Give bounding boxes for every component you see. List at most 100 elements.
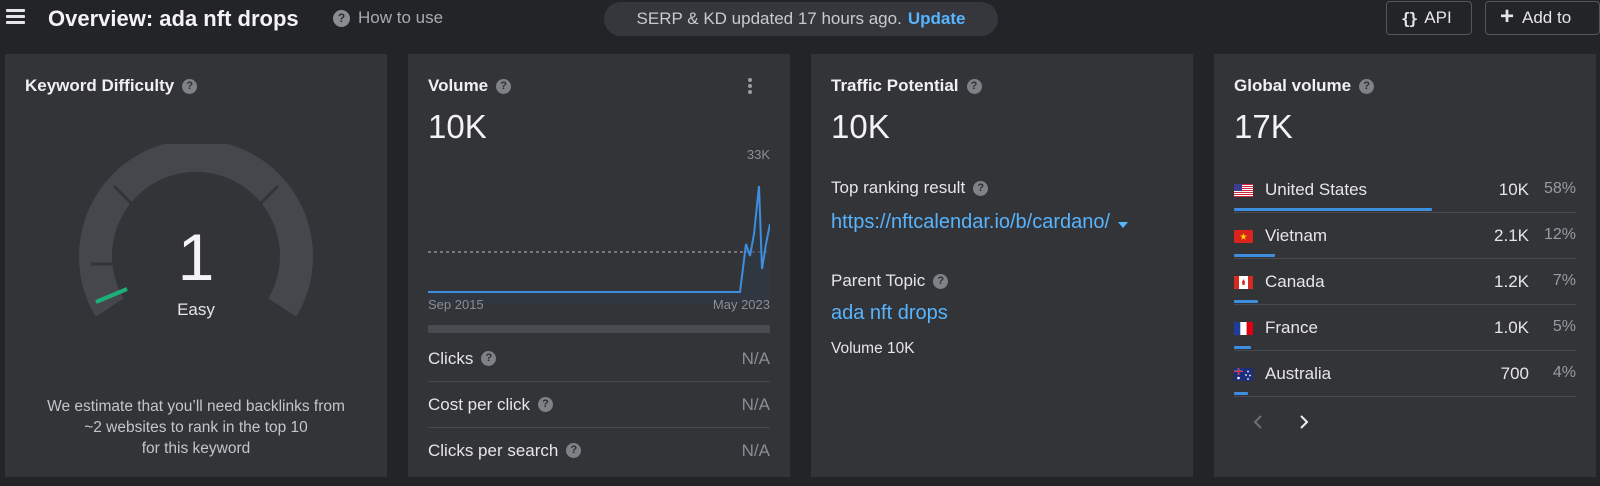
divider bbox=[1234, 396, 1576, 397]
country-name: Vietnam bbox=[1265, 226, 1328, 245]
country-name: France bbox=[1265, 318, 1318, 337]
clicks-label: Clicks bbox=[428, 348, 474, 368]
volume-card: Volume ? 10K 33K Sep 2015 May 2023 Click… bbox=[408, 54, 790, 477]
kd-score-indicator bbox=[95, 287, 128, 304]
cps-row: Clicks per search? N/A bbox=[428, 428, 770, 473]
how-to-use-label: How to use bbox=[358, 8, 444, 27]
country-percent: 5% bbox=[1552, 318, 1576, 335]
country-share-bar bbox=[1234, 208, 1432, 211]
tp-help-icon[interactable]: ? bbox=[966, 78, 982, 94]
top-ranking-label: Top ranking result ? bbox=[831, 178, 989, 198]
divider bbox=[1234, 258, 1576, 259]
how-to-use-link[interactable]: ? How to use bbox=[333, 8, 443, 28]
add-to-button-label: Add to bbox=[1522, 8, 1572, 27]
australia-flag-icon bbox=[1234, 368, 1253, 381]
top-bar: Overview: ada nft drops ? How to use SER… bbox=[0, 0, 1600, 38]
tp-value: 10K bbox=[831, 108, 890, 145]
cpc-label: Cost per click bbox=[428, 394, 531, 414]
country-volume: 1.0K bbox=[1494, 318, 1529, 337]
kd-gauge bbox=[79, 144, 313, 317]
country-percent: 12% bbox=[1543, 226, 1576, 243]
volume-title-label: Volume bbox=[428, 76, 489, 95]
top-ranking-url-link[interactable]: https://nftcalendar.io/b/cardano/ bbox=[831, 211, 1129, 234]
gv-title: Global volume ? bbox=[1234, 76, 1375, 96]
country-row-au[interactable]: Australia 700 4% bbox=[1234, 354, 1576, 400]
country-volume: 700 bbox=[1500, 364, 1529, 383]
previous-page-button[interactable] bbox=[1246, 410, 1270, 434]
keyword-difficulty-card: Keyword Difficulty ? 1 Easy We estimate … bbox=[5, 54, 387, 477]
clicks-help-icon[interactable]: ? bbox=[481, 351, 497, 366]
parent-topic-label-text: Parent Topic bbox=[831, 271, 926, 290]
country-share-bar bbox=[1234, 300, 1258, 303]
volume-help-icon[interactable]: ? bbox=[496, 78, 512, 94]
plus-icon: + bbox=[1500, 3, 1515, 30]
kd-note-line-2: ~2 websites to rank in the top 10 bbox=[84, 419, 308, 436]
cps-value: N/A bbox=[741, 440, 770, 460]
more-options-icon[interactable] bbox=[747, 78, 753, 96]
gv-help-icon[interactable]: ? bbox=[1359, 78, 1375, 94]
volume-trend-chart: 33K bbox=[428, 147, 770, 304]
clicks-row: Clicks? N/A bbox=[428, 336, 770, 381]
us-flag-icon bbox=[1234, 184, 1253, 197]
top-ranking-help-icon[interactable]: ? bbox=[973, 180, 989, 196]
divider bbox=[428, 427, 770, 428]
api-button-label: API bbox=[1424, 8, 1452, 27]
divider bbox=[1234, 304, 1576, 305]
parent-topic-link[interactable]: ada nft drops bbox=[831, 302, 948, 324]
tp-title: Traffic Potential ? bbox=[831, 76, 982, 96]
code-braces-icon: {} bbox=[1401, 8, 1418, 28]
serp-status-text: SERP & KD updated 17 hours ago. bbox=[636, 9, 902, 28]
chart-range-slider[interactable] bbox=[428, 325, 770, 333]
country-share-bar bbox=[1234, 392, 1248, 395]
country-name: Canada bbox=[1265, 272, 1325, 291]
parent-topic-help-icon[interactable]: ? bbox=[933, 273, 949, 289]
gv-value: 17K bbox=[1234, 108, 1293, 145]
kd-title-label: Keyword Difficulty bbox=[25, 76, 175, 95]
cpc-value: N/A bbox=[741, 394, 770, 414]
country-volume: 2.1K bbox=[1494, 226, 1529, 245]
country-row-ca[interactable]: Canada 1.2K 7% bbox=[1234, 262, 1576, 308]
add-to-button[interactable]: + Add to bbox=[1485, 1, 1600, 35]
country-percent: 4% bbox=[1552, 364, 1576, 381]
kd-note-line-1: We estimate that you’ll need backlinks f… bbox=[47, 398, 345, 415]
country-share-bar bbox=[1234, 346, 1251, 349]
tp-title-label: Traffic Potential bbox=[831, 76, 959, 95]
cpc-row: Cost per click? N/A bbox=[428, 382, 770, 427]
country-row-us[interactable]: United States 10K 58% bbox=[1234, 170, 1576, 216]
chart-max-label: 33K bbox=[747, 147, 770, 162]
parent-topic-volume: Volume 10K bbox=[831, 340, 915, 357]
kd-title: Keyword Difficulty ? bbox=[25, 76, 198, 96]
gv-title-label: Global volume bbox=[1234, 76, 1352, 95]
cps-label: Clicks per search bbox=[428, 440, 559, 460]
divider bbox=[1234, 212, 1576, 213]
volume-title: Volume ? bbox=[428, 76, 512, 96]
cps-help-icon[interactable]: ? bbox=[566, 443, 582, 458]
country-row-fr[interactable]: France 1.0K 5% bbox=[1234, 308, 1576, 354]
traffic-potential-card: Traffic Potential ? 10K Top ranking resu… bbox=[811, 54, 1193, 477]
cpc-help-icon[interactable]: ? bbox=[538, 397, 554, 412]
volume-value: 10K bbox=[428, 108, 487, 145]
chevron-left-icon bbox=[1253, 415, 1262, 429]
chart-start-label: Sep 2015 bbox=[428, 297, 484, 312]
country-row-vn[interactable]: Vietnam 2.1K 12% bbox=[1234, 216, 1576, 262]
caret-down-icon[interactable] bbox=[1118, 221, 1129, 228]
global-volume-card: Global volume ? 17K United States 10K 58… bbox=[1214, 54, 1596, 477]
serp-status-banner: SERP & KD updated 17 hours ago. Update bbox=[604, 2, 998, 36]
divider bbox=[1234, 350, 1576, 351]
france-flag-icon bbox=[1234, 322, 1253, 335]
top-ranking-label-text: Top ranking result bbox=[831, 178, 966, 197]
chart-trend-line bbox=[428, 185, 770, 293]
country-percent: 58% bbox=[1543, 180, 1576, 197]
kd-help-icon[interactable]: ? bbox=[182, 78, 198, 94]
chart-area bbox=[428, 186, 770, 304]
help-icon: ? bbox=[333, 9, 350, 27]
next-page-button[interactable] bbox=[1292, 410, 1316, 434]
country-volume: 1.2K bbox=[1494, 272, 1529, 291]
hamburger-menu-icon[interactable] bbox=[6, 9, 25, 24]
update-link[interactable]: Update bbox=[907, 9, 966, 28]
country-percent: 7% bbox=[1552, 272, 1576, 289]
country-volume: 10K bbox=[1498, 180, 1529, 199]
api-button[interactable]: {} API bbox=[1386, 1, 1472, 35]
kd-note: We estimate that you’ll need backlinks f… bbox=[25, 396, 367, 459]
parent-topic-label: Parent Topic ? bbox=[831, 271, 949, 291]
